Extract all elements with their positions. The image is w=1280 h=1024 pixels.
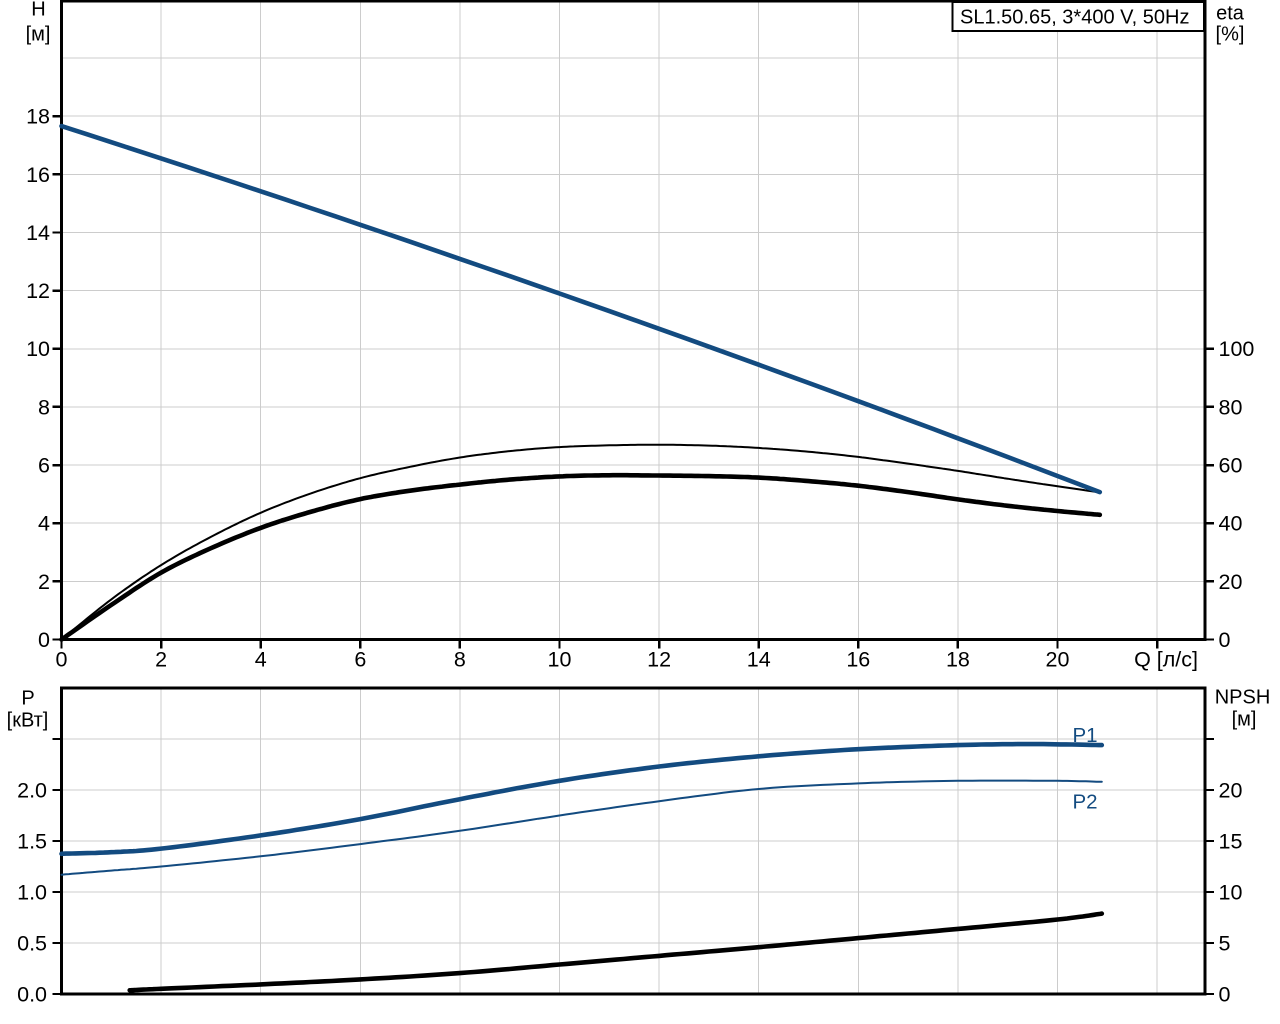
svg-text:P1: P1	[1073, 724, 1098, 747]
svg-text:2: 2	[38, 570, 50, 594]
svg-text:0: 0	[1219, 982, 1231, 1006]
svg-text:20: 20	[1219, 778, 1243, 802]
svg-text:0.5: 0.5	[17, 931, 47, 955]
svg-text:2.0: 2.0	[17, 778, 47, 802]
svg-text:20: 20	[1046, 648, 1070, 672]
svg-text:0: 0	[38, 628, 50, 652]
svg-text:Q [л/с]: Q [л/с]	[1134, 648, 1198, 672]
svg-text:[кВт]: [кВт]	[7, 710, 49, 732]
svg-text:8: 8	[38, 395, 50, 419]
svg-text:8: 8	[454, 648, 466, 672]
svg-text:eta: eta	[1216, 3, 1245, 25]
svg-text:80: 80	[1219, 395, 1243, 419]
svg-text:6: 6	[38, 453, 50, 477]
svg-text:[м]: [м]	[1232, 709, 1257, 731]
svg-text:14: 14	[26, 221, 50, 245]
svg-text:40: 40	[1219, 512, 1243, 536]
svg-text:12: 12	[647, 648, 671, 672]
svg-text:18: 18	[26, 105, 50, 129]
svg-text:14: 14	[747, 648, 771, 672]
svg-text:2: 2	[155, 648, 167, 672]
svg-text:60: 60	[1219, 453, 1243, 477]
svg-text:100: 100	[1219, 337, 1255, 361]
svg-text:18: 18	[946, 648, 970, 672]
svg-text:P: P	[21, 688, 34, 710]
svg-text:0: 0	[1219, 628, 1231, 652]
svg-text:1.0: 1.0	[17, 880, 47, 904]
svg-text:10: 10	[1219, 880, 1243, 904]
svg-text:4: 4	[255, 648, 267, 672]
svg-text:20: 20	[1219, 570, 1243, 594]
svg-text:16: 16	[846, 648, 870, 672]
svg-text:1.5: 1.5	[17, 829, 47, 853]
svg-text:NPSH: NPSH	[1215, 687, 1271, 709]
svg-text:[м]: [м]	[26, 24, 51, 46]
svg-text:SL1.50.65, 3*400 V, 50Hz: SL1.50.65, 3*400 V, 50Hz	[960, 7, 1189, 29]
svg-text:0.0: 0.0	[17, 982, 47, 1006]
svg-text:H: H	[31, 0, 45, 21]
svg-text:5: 5	[1219, 931, 1231, 955]
svg-text:[%]: [%]	[1216, 24, 1245, 46]
svg-text:4: 4	[38, 512, 50, 536]
svg-text:12: 12	[26, 279, 50, 303]
svg-text:P2: P2	[1073, 791, 1098, 814]
svg-text:0: 0	[56, 648, 68, 672]
svg-text:10: 10	[26, 337, 50, 361]
svg-text:15: 15	[1219, 829, 1243, 853]
svg-text:10: 10	[548, 648, 572, 672]
svg-text:16: 16	[26, 163, 50, 187]
svg-text:6: 6	[354, 648, 366, 672]
